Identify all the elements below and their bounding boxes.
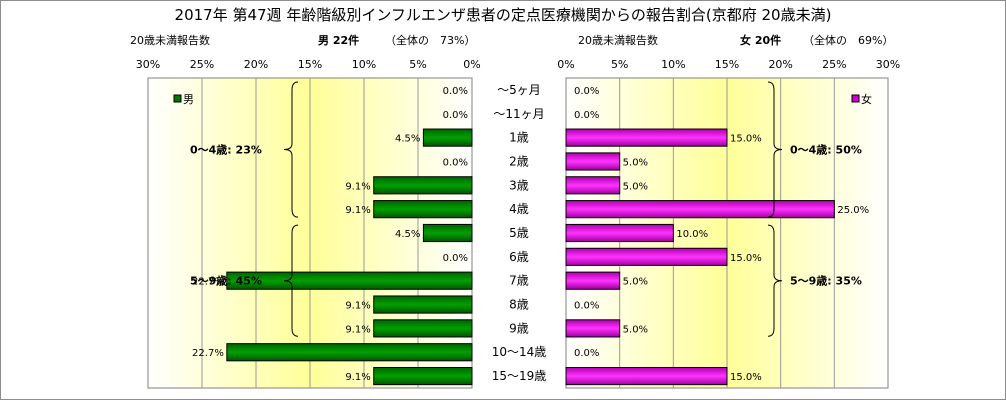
category-label: 6歳 — [509, 250, 529, 264]
female-bar — [565, 128, 728, 147]
female-bar — [565, 247, 728, 266]
category-label: ～11ヶ月 — [493, 107, 544, 121]
female-data-label: 25.0% — [837, 205, 869, 216]
male-data-label: 0.0% — [443, 86, 468, 97]
male-group-label: 0～4歳: 23% — [190, 143, 262, 157]
male-data-label: 9.1% — [345, 181, 370, 192]
male-bar — [226, 271, 473, 290]
female-group-brace — [767, 81, 783, 218]
female-data-label: 15.0% — [730, 372, 762, 383]
category-label: 3歳 — [509, 178, 529, 192]
male-group-brace — [283, 224, 299, 337]
female-data-label: 5.0% — [623, 157, 648, 168]
female-bar — [565, 271, 621, 290]
male-bar — [373, 176, 473, 195]
category-label: ～5ヶ月 — [497, 83, 541, 97]
male-subtitle-share: （全体の 73%） — [385, 33, 475, 47]
female-bar — [565, 200, 835, 219]
male-bar — [373, 319, 473, 338]
female-tick-label: 25% — [822, 58, 846, 71]
category-label: 10～14歳 — [492, 345, 547, 359]
male-legend-swatch — [173, 94, 182, 103]
male-bar — [226, 343, 473, 362]
female-legend-swatch — [851, 94, 860, 103]
female-tick-label: 5% — [611, 58, 628, 71]
female-data-label: 15.0% — [730, 253, 762, 264]
male-tick-label: 25% — [190, 58, 214, 71]
male-data-label: 0.0% — [443, 253, 468, 264]
male-data-label: 22.7% — [192, 277, 224, 288]
male-data-label: 22.7% — [192, 348, 224, 359]
male-data-label: 0.0% — [443, 110, 468, 121]
male-bar — [373, 200, 473, 219]
female-data-label: 0.0% — [574, 348, 599, 359]
male-tick-label: 5% — [409, 58, 426, 71]
female-data-label: 5.0% — [623, 324, 648, 335]
category-label: 4歳 — [509, 202, 529, 216]
female-bar — [565, 319, 621, 338]
male-tick-label: 15% — [298, 58, 322, 71]
category-label: 9歳 — [509, 321, 529, 335]
category-label: 2歳 — [509, 154, 529, 168]
female-bar — [565, 223, 674, 243]
male-bar — [422, 128, 473, 147]
female-bar — [565, 366, 728, 386]
male-tick-label: 10% — [352, 58, 376, 71]
category-labels: ～5ヶ月 ～11ヶ月 1歳 2歳 3歳 4歳 5歳 6歳 7歳 8歳 9歳 10～14歳 15～19歳 — [492, 83, 547, 383]
male-data-label: 9.1% — [345, 372, 370, 383]
male-data-label: 9.1% — [345, 205, 370, 216]
female-tick-label: 20% — [768, 58, 792, 71]
male-subtitle-left: 20歳未満報告数 — [130, 34, 210, 47]
male-panel: 0% 5% 10% 15% 20% 25% 30% 0.0% 0.0% 4.5% 0.0% 9.1% 9… — [136, 58, 481, 389]
female-data-label: 5.0% — [623, 181, 648, 192]
male-bar — [422, 223, 473, 243]
male-group-brace — [283, 81, 299, 218]
female-data-label: 0.0% — [574, 86, 599, 97]
female-bar — [565, 176, 621, 195]
male-group-label: 5～9歳: 45% — [190, 274, 262, 288]
female-legend-label: 女 — [861, 92, 872, 106]
category-label: 5歳 — [509, 226, 529, 240]
female-data-label: 0.0% — [574, 301, 599, 312]
male-tick-label: 30% — [136, 58, 160, 71]
female-group-label: 5～9歳: 35% — [790, 274, 862, 288]
male-data-label: 4.5% — [395, 134, 420, 145]
female-data-label: 5.0% — [623, 277, 648, 288]
male-legend-label: 男 — [183, 93, 194, 106]
male-bar — [373, 366, 473, 386]
category-label: 1歳 — [509, 131, 529, 145]
female-group-label: 0～4歳: 50% — [790, 143, 862, 157]
female-subtitle-share: （全体の 69%） — [803, 33, 893, 47]
category-label: 15～19歳 — [492, 369, 547, 383]
category-label: 7歳 — [509, 274, 529, 288]
female-subtitle-left: 20歳未満報告数 — [578, 34, 658, 47]
male-bar — [373, 295, 473, 314]
female-tick-label: 30% — [876, 58, 900, 71]
male-data-label: 9.1% — [345, 324, 370, 335]
female-data-label: 10.0% — [676, 229, 708, 240]
female-panel: 0% 5% 10% 15% 20% 25% 30% 0.0% 0.0% 15.0% 5.0% 5.0%… — [557, 58, 900, 389]
male-subtitle-main: 男 22件 — [318, 33, 359, 47]
male-tick-label: 0% — [463, 58, 480, 71]
female-tick-label: 0% — [557, 58, 574, 71]
male-data-label: 9.1% — [345, 301, 370, 312]
male-data-label: 4.5% — [395, 229, 420, 240]
female-tick-label: 10% — [661, 58, 685, 71]
female-group-brace — [767, 224, 783, 337]
female-subtitle-main: 女 20件 — [740, 33, 781, 47]
female-data-label: 15.0% — [730, 134, 762, 145]
chart-title: 2017年 第47週 年齢階級別インフルエンザ患者の定点医療機関からの報告割合(… — [175, 6, 832, 24]
female-tick-label: 15% — [715, 58, 739, 71]
male-data-label: 0.0% — [443, 157, 468, 168]
female-bar — [565, 152, 621, 171]
female-data-label: 0.0% — [574, 110, 599, 121]
category-label: 8歳 — [509, 298, 529, 312]
male-tick-label: 20% — [244, 58, 268, 71]
